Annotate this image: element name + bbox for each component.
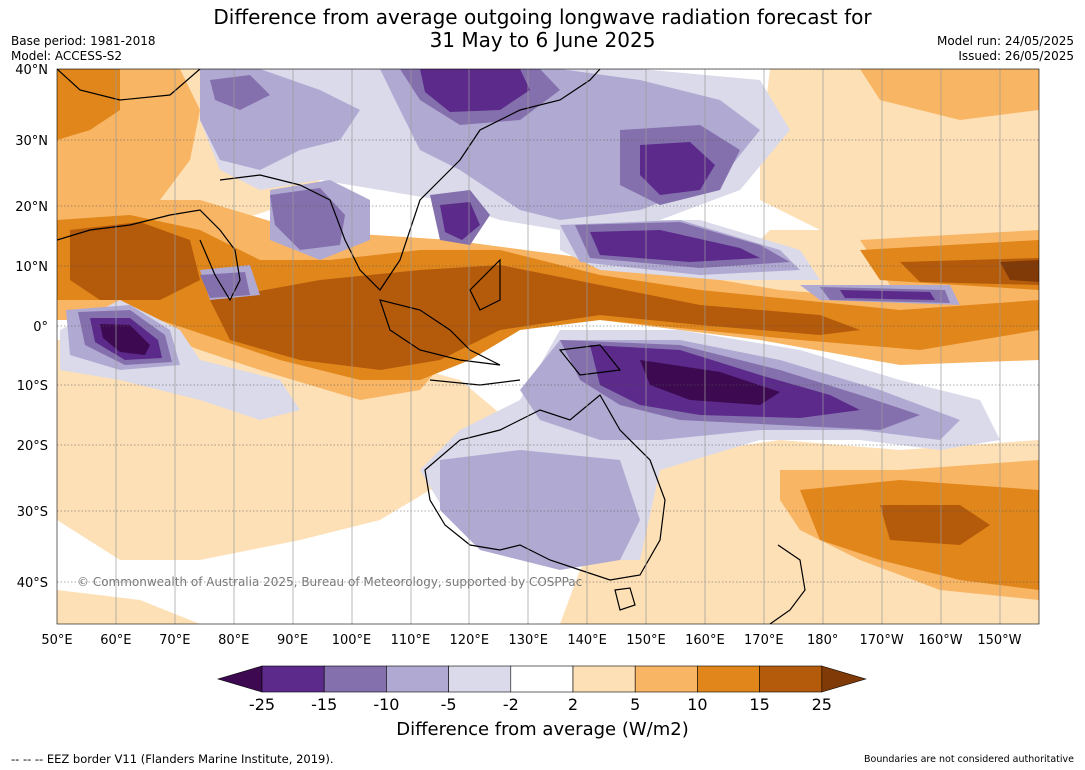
lon-label: 180° (807, 633, 838, 648)
model-name: Model: ACCESS-S2 (11, 49, 123, 63)
lon-label: 70°E (159, 633, 190, 648)
lat-label: 40°S (17, 576, 48, 591)
meridians (115, 69, 1001, 624)
model-run: Model run: 24/05/2025 (936, 34, 1074, 48)
copyright-note: © Commonwealth of Australia 2025, Bureau… (77, 575, 582, 589)
colorbar-max-arrow (821, 665, 867, 693)
colorbar-label: Difference from average (W/m2) (396, 719, 689, 740)
colorbar-tick-label: 15 (749, 695, 769, 714)
lon-label: 50°E (41, 633, 72, 648)
title-line-1: Difference from average outgoing longwav… (213, 5, 872, 29)
issued-date: Issued: 26/05/2025 (958, 49, 1074, 63)
lat-label: 20°S (17, 439, 48, 454)
colorbar-swatch (759, 665, 823, 693)
lon-label: 90°E (277, 633, 308, 648)
colorbar (216, 665, 867, 693)
colorbar-swatch (323, 665, 387, 693)
lon-label: 110°E (391, 633, 431, 648)
colorbar-swatch (697, 665, 760, 693)
longitude-labels: 50°E 60°E 70°E 80°E 90°E 100°E 110°E 120°E 130°E… (41, 633, 1021, 648)
colorbar-tick-label: -5 (441, 695, 457, 714)
colorbar-min-arrow (216, 665, 263, 693)
colorbar-tick-label: -10 (373, 695, 399, 714)
lon-label: 140°E (567, 633, 607, 648)
lat-label: 0° (33, 320, 48, 335)
coastlines (57, 69, 806, 624)
colorbar-tick-label: 2 (568, 695, 578, 714)
colorbar-ticks: -25 -15 -10 -5 -2 2 5 10 15 25 (249, 695, 832, 714)
colorbar-tick-label: -25 (249, 695, 275, 714)
colorbar-swatch (386, 665, 449, 693)
lon-label: 80°E (218, 633, 249, 648)
colorbar-tick-label: -15 (311, 695, 337, 714)
colorbar-swatch (448, 665, 512, 693)
lat-label: 10°S (17, 379, 48, 394)
lat-label: 20°N (15, 200, 48, 215)
footer-boundaries-note: Boundaries are not considered authoritat… (864, 754, 1074, 765)
lon-label: 120°E (450, 633, 490, 648)
lon-label: 160°W (918, 633, 962, 648)
colorbar-tick-label: 25 (812, 695, 832, 714)
title-line-2: 31 May to 6 June 2025 (429, 28, 656, 52)
colorbar-swatch (572, 665, 636, 693)
lon-label: 60°E (100, 633, 131, 648)
map-frame (56, 68, 1040, 625)
colorbar-tick-label: -2 (503, 695, 519, 714)
footer-eez-note: -- -- -- EEZ border V11 (Flanders Marine… (11, 752, 334, 766)
lat-label: 30°N (15, 134, 48, 149)
lat-label: 10°N (15, 260, 48, 275)
lon-label: 130°E (508, 633, 548, 648)
latitude-labels: 40°N 30°N 20°N 10°N 0° 10°S 20°S 30°S 40°S (15, 63, 48, 591)
colorbar-tick-label: 5 (630, 695, 640, 714)
lat-label: 30°S (17, 505, 48, 520)
lon-label: 170°W (860, 633, 904, 648)
base-period: Base period: 1981-2018 (11, 34, 156, 48)
lon-label: 100°E (332, 633, 372, 648)
lon-label: 150°E (626, 633, 666, 648)
lon-label: 160°E (685, 633, 725, 648)
lat-label: 40°N (15, 63, 48, 78)
colorbar-swatch (634, 665, 698, 693)
anomaly-field (57, 69, 1039, 624)
colorbar-tick-label: 10 (687, 695, 707, 714)
lon-label: 170°E (744, 633, 784, 648)
graticule (57, 69, 1039, 583)
colorbar-swatch (510, 665, 574, 693)
colorbar-swatch (261, 665, 325, 693)
lon-label: 150°W (977, 633, 1021, 648)
